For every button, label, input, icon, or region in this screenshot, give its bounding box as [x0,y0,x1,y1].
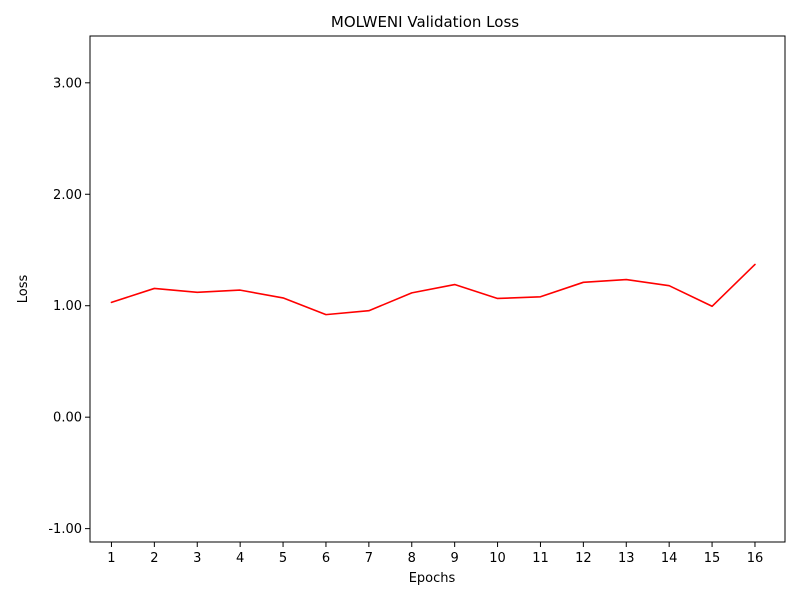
x-axis-title: Epochs [409,571,456,586]
x-tick-label: 6 [322,551,330,566]
y-tick-label: 1.00 [53,299,82,314]
x-tick-label: 3 [193,551,201,566]
y-tick-label: 0.00 [53,411,82,426]
x-tick-label: 14 [661,551,678,566]
x-tick-label: 5 [279,551,287,566]
x-axis: 1 2 3 4 5 6 7 8 9 10 11 12 13 14 15 16 [107,542,763,566]
x-tick-label: 15 [704,551,721,566]
plot-area [89,35,786,543]
x-tick-label: 12 [575,551,592,566]
x-tick-label: 10 [489,551,506,566]
series-layer [110,263,756,316]
x-tick-label: 9 [451,551,459,566]
x-tick-label: 7 [365,551,373,566]
x-tick-label: 2 [150,551,158,566]
x-tick-label: 4 [236,551,244,566]
x-tick-label: 16 [747,551,764,566]
y-tick-label: 2.00 [53,188,82,203]
chart-title: MOLWENI Validation Loss [331,13,519,31]
y-axis: -1.00 0.00 1.00 2.00 3.00 [48,76,90,537]
x-tick-label: 8 [408,551,416,566]
series-line-0 [110,263,756,316]
x-tick-label: 13 [618,551,635,566]
y-tick-label: 3.00 [53,76,82,91]
x-tick-label: 11 [532,551,549,566]
x-tick-label: 1 [107,551,115,566]
y-axis-title: Loss [16,275,31,304]
y-tick-label: -1.00 [48,522,82,537]
